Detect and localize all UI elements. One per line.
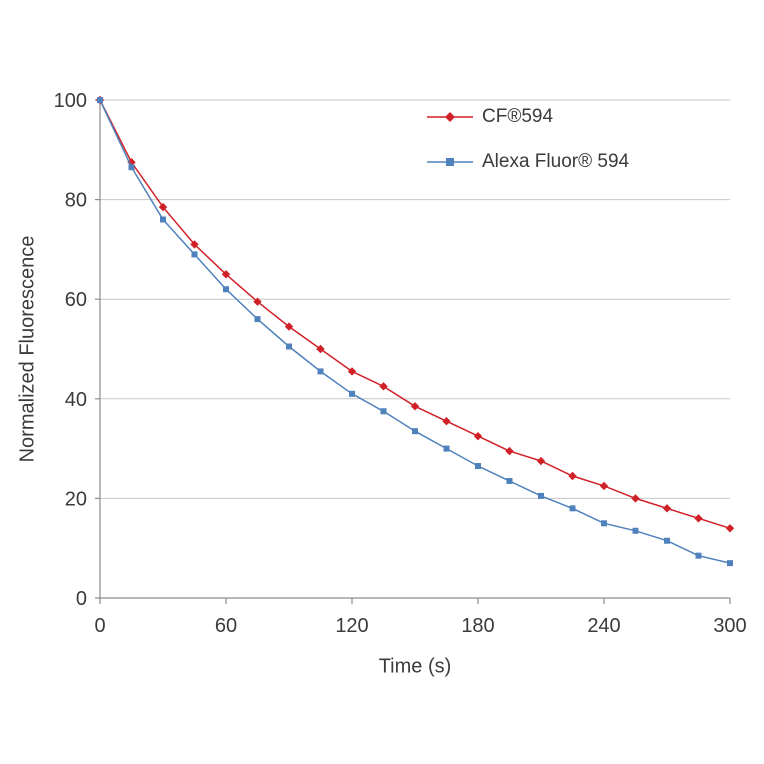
svg-text:120: 120 xyxy=(335,615,368,637)
svg-text:60: 60 xyxy=(215,615,237,637)
legend-item-alexa-fluor-594: Alexa Fluor® 594 xyxy=(427,151,629,173)
svg-text:20: 20 xyxy=(65,488,87,510)
legend-label-alexa-fluor-594: Alexa Fluor® 594 xyxy=(482,151,630,172)
svg-text:60: 60 xyxy=(65,289,87,311)
svg-text:180: 180 xyxy=(461,615,494,637)
svg-text:100: 100 xyxy=(54,90,87,112)
svg-text:0: 0 xyxy=(94,615,105,637)
cf594-line-diamond-marker-icon xyxy=(427,112,473,122)
legend-label-cf594: CF®594 xyxy=(482,106,554,127)
x-axis-title: Time (s) xyxy=(378,655,452,678)
alexa594-line-square-marker-icon xyxy=(427,158,473,166)
chart-legend: CF®594 Alexa Fluor® 594 xyxy=(427,106,629,173)
svg-text:80: 80 xyxy=(65,190,87,212)
svg-text:300: 300 xyxy=(713,615,746,637)
svg-text:0: 0 xyxy=(76,588,87,610)
svg-text:240: 240 xyxy=(587,615,620,637)
y-axis-title: Normalized Fluorescence xyxy=(16,235,39,463)
legend-item-cf594: CF®594 xyxy=(427,106,629,128)
svg-text:40: 40 xyxy=(65,389,87,411)
